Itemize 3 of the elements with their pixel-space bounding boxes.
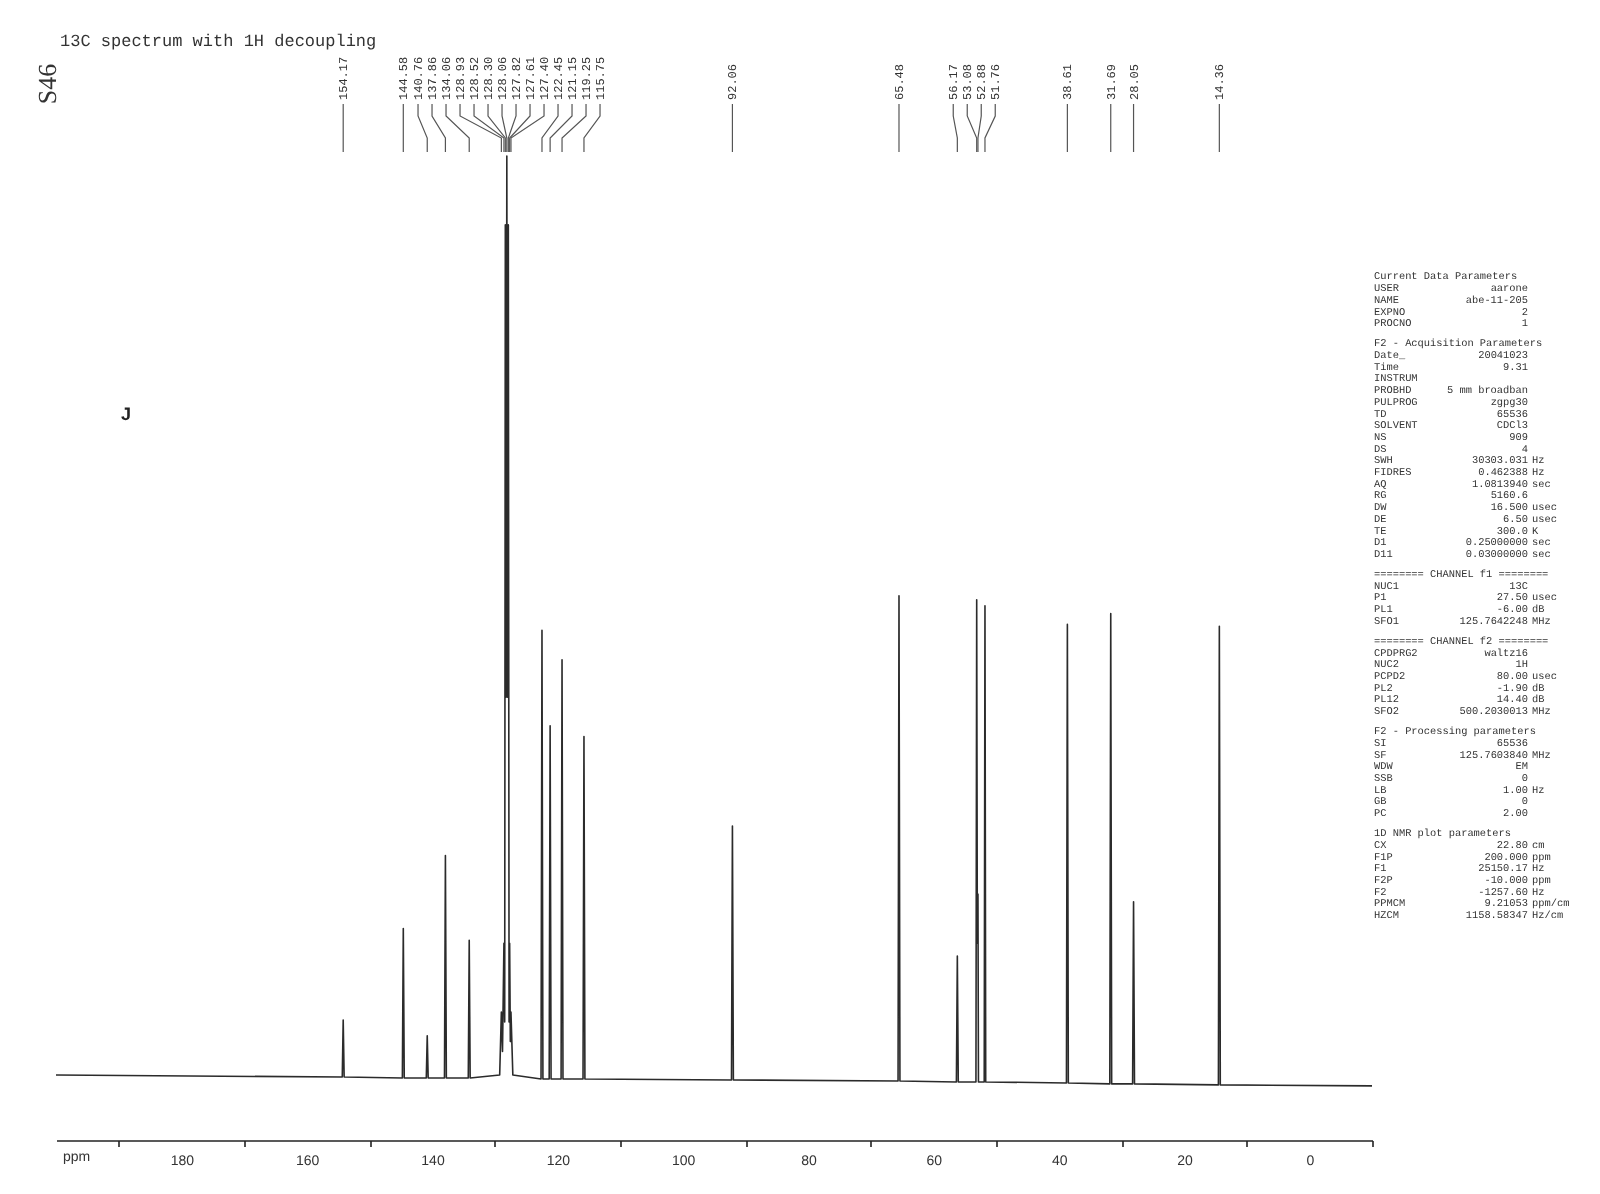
chart-title: 13C spectrum with 1H decoupling bbox=[60, 32, 377, 52]
annotation: J bbox=[120, 404, 132, 424]
text: S46 bbox=[32, 62, 62, 105]
